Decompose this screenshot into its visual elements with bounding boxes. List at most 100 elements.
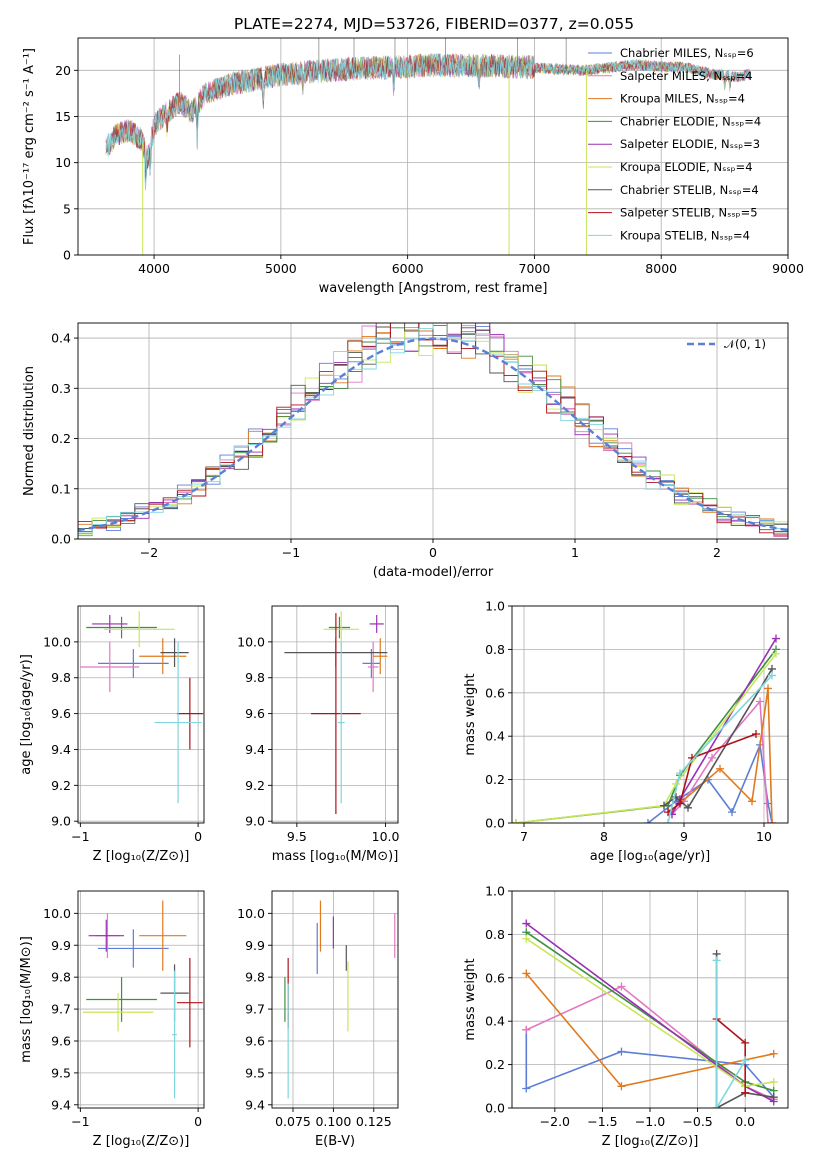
spectrum-xlabel: wavelength [Angstrom, rest frame] <box>319 281 548 296</box>
weight-series-line <box>671 688 773 823</box>
weight_vs_z-ytick-label: 1.0 <box>485 884 505 899</box>
mass_vs_z-ytick-label: 9.8 <box>51 970 71 985</box>
age_vs_z-points <box>80 611 203 804</box>
mass_vs_ebv-ytick-label: 9.9 <box>245 938 265 953</box>
mass_vs_z-ylabel: mass [log₁₀(M/M⊙)] <box>19 936 34 1063</box>
weight-marker <box>522 1025 531 1034</box>
weight_vs_age-xtick-label: 8 <box>600 829 608 844</box>
weight-series-line <box>515 653 777 823</box>
weight_vs_age-frame <box>511 605 789 824</box>
weight-marker <box>768 819 776 823</box>
weight-marker <box>522 919 531 928</box>
weight-series-line <box>715 960 746 1108</box>
age_vs_mass-ytick-label: 9.6 <box>245 706 265 721</box>
mass_vs_ebv-xtick-label: 0.125 <box>356 1114 392 1129</box>
age_vs_z-ylabel: age [log₁₀(age/yr)] <box>19 654 34 775</box>
weight-marker <box>672 792 680 801</box>
spectrum-xtick-label: 9000 <box>772 261 804 276</box>
normal-curve <box>78 337 788 532</box>
residuals-axes: −2 −1 0 1 2 0.0 0.1 0.2 0.3 0.4 (data-model)/error… <box>22 323 788 580</box>
weight-marker <box>748 797 756 806</box>
mass_vs_ebv-axes: 0.075 0.100 0.125 9.4 9.5 9.6 9.7 9.8 9.9 10.0 E(B… <box>237 891 398 1149</box>
age_vs_mass-xtick-label: 9.5 <box>287 829 307 844</box>
spectrum-xtick-label: 4000 <box>138 261 170 276</box>
weight-marker <box>768 671 776 680</box>
weight-marker <box>769 1049 778 1058</box>
weight_vs_age-xtick-label: 9 <box>680 829 688 844</box>
weight_vs_z-xtick-label: −2.0 <box>540 1114 570 1129</box>
mass_vs_ebv-ytick-label: 10.0 <box>237 906 265 921</box>
weight_vs_z-xtick-label: −0.5 <box>682 1114 712 1129</box>
weight-marker <box>772 634 780 643</box>
weight-marker <box>660 801 668 810</box>
mass_vs_z-xtick-label: −1 <box>71 1114 89 1129</box>
weight-marker <box>664 819 672 823</box>
legend-entry: Salpeter STELIB, Nₛₛₚ=5 <box>620 206 758 220</box>
age_vs_z-xtick-label: −1 <box>71 829 89 844</box>
spectrum-ytick-label: 0 <box>63 248 71 263</box>
mass_vs_z-xlabel: Z [log₁₀(Z/Z⊙)] <box>93 1134 190 1149</box>
age_vs_mass-points <box>284 611 388 815</box>
weight-marker <box>764 819 772 823</box>
mass_vs_z-ytick-label: 9.7 <box>51 1002 71 1017</box>
figure-title: PLATE=2274, MJD=53726, FIBERID=0377, z=0… <box>234 15 634 33</box>
mass_vs_z-ytick-label: 9.6 <box>51 1033 71 1048</box>
age_vs_mass-ytick-label: 10.0 <box>237 634 265 649</box>
weight-marker <box>741 1038 750 1047</box>
legend-entry: Kroupa STELIB, Nₛₛₚ=4 <box>620 228 750 242</box>
weight-marker <box>769 1093 778 1102</box>
weight-marker <box>676 769 684 778</box>
mass_vs_z-points <box>82 900 203 1099</box>
weight-marker <box>522 1084 531 1093</box>
weight_vs_age-xtick-label: 10 <box>756 829 772 844</box>
weight-marker <box>716 764 724 773</box>
weight-marker <box>772 649 780 658</box>
residuals-hist <box>78 323 788 539</box>
age_vs_z-ytick-label: 9.4 <box>51 742 71 757</box>
weight_vs_z-ytick-label: 0.4 <box>485 1014 505 1029</box>
legend-entry: Chabrier ELODIE, Nₛₛₚ=4 <box>620 114 761 128</box>
weight_vs_age-ytick-label: 0.0 <box>485 816 505 831</box>
legend-entry: Chabrier STELIB, Nₛₛₚ=4 <box>620 183 759 197</box>
weight_vs_age-ytick-label: 0.2 <box>485 772 505 787</box>
residuals-ytick-label: 0.3 <box>51 381 71 396</box>
spectrum-xtick-label: 5000 <box>265 261 297 276</box>
legend-entry: Kroupa ELODIE, Nₛₛₚ=4 <box>620 160 753 174</box>
spectrum-series-line <box>105 53 750 191</box>
weight-marker <box>522 934 531 943</box>
mass_vs_z-frame <box>77 890 205 1109</box>
weight-marker <box>728 808 736 817</box>
age_vs_mass-xlabel: mass [log₁₀(M/M⊙)] <box>272 849 399 864</box>
residuals-ytick-label: 0.2 <box>51 431 71 446</box>
residuals-frame <box>77 322 789 540</box>
weight-series-line <box>525 985 775 1101</box>
spectrum-series-line <box>105 53 750 179</box>
weight-marker <box>741 1056 750 1065</box>
spectrum-xtick-label: 7000 <box>519 261 551 276</box>
weight_vs_z-ytick-label: 0.2 <box>485 1057 505 1072</box>
mass_vs_ebv-ytick-label: 9.4 <box>245 1097 265 1112</box>
mass_vs_ebv-xtick-label: 0.100 <box>315 1114 351 1129</box>
age_vs_z-frame <box>77 605 205 824</box>
legend-entry: Salpeter ELODIE, Nₛₛₚ=3 <box>620 137 760 151</box>
age_vs_mass-ytick-label: 9.8 <box>245 670 265 685</box>
mass_vs_ebv-ytick-label: 9.7 <box>245 1002 265 1017</box>
weight-marker <box>712 1104 721 1108</box>
weight-marker <box>752 730 760 739</box>
weight-series-line <box>647 741 773 823</box>
weight_vs_z-ytick-label: 0.8 <box>485 927 505 942</box>
weight_vs_z-lines <box>522 919 778 1108</box>
age_vs_mass-ytick-label: 9.4 <box>245 742 265 757</box>
mass_vs_z-ytick-label: 9.5 <box>51 1065 71 1080</box>
weight-marker <box>712 956 721 965</box>
mass_vs_z-ytick-label: 9.4 <box>51 1097 71 1112</box>
weight_vs_z-frame <box>511 890 789 1109</box>
weight_vs_age-ytick-label: 1.0 <box>485 599 505 614</box>
weight_vs_z-xtick-label: 0.0 <box>735 1114 755 1129</box>
weight-marker <box>644 819 652 823</box>
legend-entry: Salpeter MILES, Nₛₛₚ=4 <box>620 69 753 83</box>
weight_vs_age-ytick-label: 0.8 <box>485 642 505 657</box>
weight-marker <box>617 1082 626 1091</box>
age_vs_mass-axes: 9.5 10.0 9.0 9.2 9.4 9.6 9.8 10.0 mass [log₁₀(M/… <box>237 606 400 864</box>
